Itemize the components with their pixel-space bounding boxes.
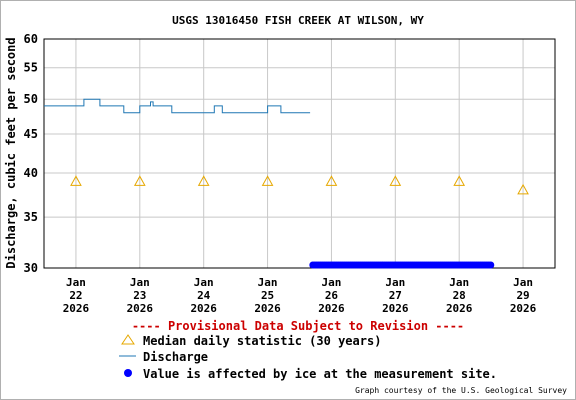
x-tick-text: 2026 bbox=[382, 302, 409, 315]
y-tick-label: 50 bbox=[24, 92, 38, 106]
median-marker bbox=[517, 183, 529, 195]
discharge-line bbox=[44, 98, 311, 114]
chart-title: USGS 13016450 FISH CREEK AT WILSON, WY bbox=[172, 14, 424, 27]
y-tick-label: 60 bbox=[24, 32, 38, 46]
legend-discharge-label: Discharge bbox=[143, 350, 208, 364]
ice-point bbox=[487, 261, 495, 269]
x-tick-text: Jan bbox=[513, 276, 533, 289]
y-tick-label: 40 bbox=[24, 166, 38, 180]
x-tick-text: 27 bbox=[389, 289, 402, 302]
x-tick-text: 28 bbox=[453, 289, 466, 302]
y-tick-label: 35 bbox=[24, 210, 38, 224]
median-marker bbox=[325, 175, 338, 186]
x-tick-text: 2026 bbox=[127, 302, 154, 315]
legend-ice-marker bbox=[124, 369, 132, 377]
x-tick-text: 26 bbox=[325, 289, 339, 302]
ice-affected-markers bbox=[309, 261, 495, 269]
x-tick-text: 24 bbox=[197, 289, 211, 302]
legend: Median daily statistic (30 years) Discha… bbox=[119, 334, 497, 381]
x-tick-text: 29 bbox=[516, 289, 529, 302]
x-tick-text: Jan bbox=[322, 276, 342, 289]
x-tick-text: 2026 bbox=[446, 302, 473, 315]
x-tick-text: 2026 bbox=[190, 302, 217, 315]
x-tick-text: Jan bbox=[66, 276, 86, 289]
grid-lines bbox=[44, 39, 555, 268]
median-marker bbox=[197, 175, 210, 186]
median-marker bbox=[453, 175, 466, 186]
y-axis-label: Discharge, cubic feet per second bbox=[4, 37, 18, 268]
x-tick-text: 22 bbox=[69, 289, 82, 302]
x-tick-text: 2026 bbox=[318, 302, 345, 315]
x-tick-text: 2026 bbox=[510, 302, 537, 315]
x-axis-ticks: Jan222026Jan232026Jan242026Jan252026Jan2… bbox=[63, 276, 537, 315]
x-tick-text: 25 bbox=[261, 289, 274, 302]
x-tick-text: Jan bbox=[130, 276, 150, 289]
y-tick-label: 45 bbox=[24, 127, 38, 141]
median-marker bbox=[70, 175, 82, 186]
median-marker bbox=[261, 175, 274, 186]
x-tick-text: 23 bbox=[133, 289, 146, 302]
discharge-series bbox=[44, 98, 311, 114]
x-tick-text: 2026 bbox=[63, 302, 90, 315]
x-tick-text: Jan bbox=[258, 276, 278, 289]
legend-ice-label: Value is affected by ice at the measurem… bbox=[143, 367, 497, 381]
y-axis-ticks: 30 35 40 45 50 55 60 bbox=[24, 32, 38, 275]
x-tick-text: Jan bbox=[194, 276, 214, 289]
plot-area bbox=[43, 38, 556, 269]
x-tick-text: Jan bbox=[449, 276, 469, 289]
median-marker bbox=[133, 175, 146, 186]
legend-median-label: Median daily statistic (30 years) bbox=[143, 334, 381, 348]
median-markers bbox=[70, 175, 529, 195]
y-tick-label: 30 bbox=[24, 261, 38, 275]
legend-median-marker bbox=[121, 334, 135, 345]
x-tick-text: Jan bbox=[385, 276, 405, 289]
provisional-notice: ---- Provisional Data Subject to Revisio… bbox=[132, 319, 464, 333]
credit-text: Graph courtesy of the U.S. Geological Su… bbox=[355, 386, 567, 395]
x-tick-text: 2026 bbox=[254, 302, 281, 315]
median-marker bbox=[389, 175, 402, 186]
y-tick-label: 55 bbox=[24, 61, 38, 75]
